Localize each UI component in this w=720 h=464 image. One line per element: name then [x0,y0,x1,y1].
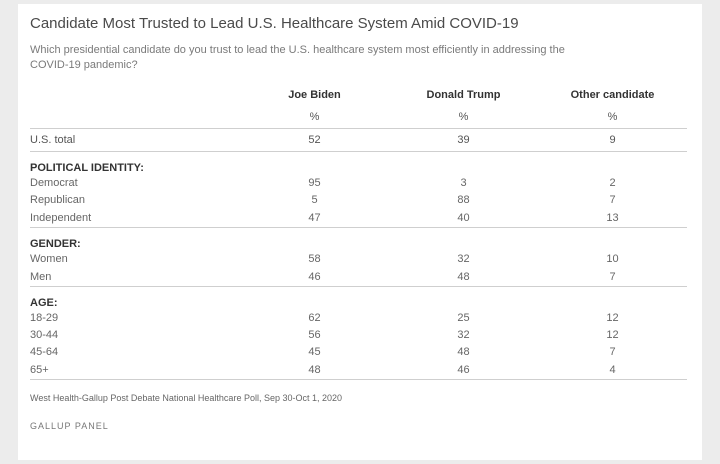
data-value: 58 [308,252,321,265]
data-value: 46 [389,360,538,380]
column-header: Donald Trump [426,89,501,101]
chart-title: Candidate Most Trusted to Lead U.S. Heal… [30,15,519,32]
row-label: 45-64 [30,345,59,358]
data-value: 48 [389,267,538,287]
data-value: 48 [457,345,470,358]
section-header-row: GENDER: [30,228,687,251]
column-header: Other candidate [570,89,655,101]
row-label: Women [30,252,68,265]
row-label: 30-44 [30,328,59,341]
data-value: 62 [308,311,321,324]
data-value: 25 [457,311,470,324]
data-value: 32 [457,328,470,341]
table-row: Independent 47 40 13 [30,208,687,228]
data-value: 32 [457,252,470,265]
table-row-total: U.S. total 52 39 9 [30,128,687,152]
row-label: Independent [30,208,240,228]
section-blank [538,152,687,175]
data-value: 48 [240,360,389,380]
data-value: 7 [609,193,616,206]
section-blank [240,152,389,175]
table-row: 65+ 48 46 4 [30,360,687,380]
data-value: 56 [308,328,321,341]
row-label: 65+ [30,360,240,380]
data-value: 47 [240,208,389,228]
data-value: 12 [606,328,619,341]
data-value: 95 [308,176,321,189]
unit-row: %%% [30,106,687,129]
data-value: 7 [609,345,616,358]
section-blank [389,287,538,310]
section-label: AGE: [30,297,58,309]
data-value: 7 [538,267,687,287]
data-value: 9 [538,128,687,152]
table-row: Democrat 95 3 2 [30,174,687,191]
table-row: 30-44 56 32 12 [30,326,687,343]
section-label: GENDER: [30,238,81,250]
section-blank [240,287,389,310]
section-blank [538,287,687,310]
section-blank [240,228,389,251]
section-header-row: AGE: [30,287,687,310]
row-label: Democrat [30,176,78,189]
data-value: 10 [606,252,619,265]
chart-card: Candidate Most Trusted to Lead U.S. Heal… [18,4,702,460]
unit-label: % [389,106,538,129]
chart-subtitle: Which presidential candidate do you trus… [30,44,565,71]
table-row: 18-29 62 25 12 [30,309,687,326]
column-header-row: Joe Biden Donald Trump Other candidate [30,84,687,106]
section-blank [538,228,687,251]
data-value: 13 [538,208,687,228]
data-value: 52 [240,128,389,152]
row-label: Republican [30,193,86,206]
unit-label: % [240,106,389,129]
table-row: Men 46 48 7 [30,267,687,287]
section-blank [389,228,538,251]
unit-label: % [538,106,687,129]
column-header-blank [30,84,240,106]
section-header-row: POLITICAL IDENTITY: [30,152,687,175]
data-value: 40 [389,208,538,228]
data-value: 12 [606,311,619,324]
row-label: 18-29 [30,311,59,324]
data-value: 88 [457,193,470,206]
table-row: Women 58 32 10 [30,250,687,267]
data-value: 46 [240,267,389,287]
row-label: U.S. total [30,128,240,152]
data-value: 45 [308,345,321,358]
row-label: Men [30,267,240,287]
data-value: 3 [460,176,467,189]
table-row: 45-64 45 48 7 [30,343,687,360]
source-note: West Health-Gallup Post Debate National … [30,393,343,403]
unit-blank [30,106,240,129]
section-blank [389,152,538,175]
data-value: 5 [311,193,318,206]
section-label: POLITICAL IDENTITY: [30,162,144,174]
data-value: 2 [609,176,616,189]
data-value: 4 [538,360,687,380]
table-row: Republican 5 88 7 [30,191,687,208]
data-table: Joe Biden Donald Trump Other candidate%%% U… [30,84,687,380]
data-value: 39 [389,128,538,152]
column-header: Joe Biden [288,89,341,101]
brand-label: GALLUP PANEL [30,421,109,431]
data-table-body: Joe Biden Donald Trump Other candidate%%% U… [30,84,687,380]
